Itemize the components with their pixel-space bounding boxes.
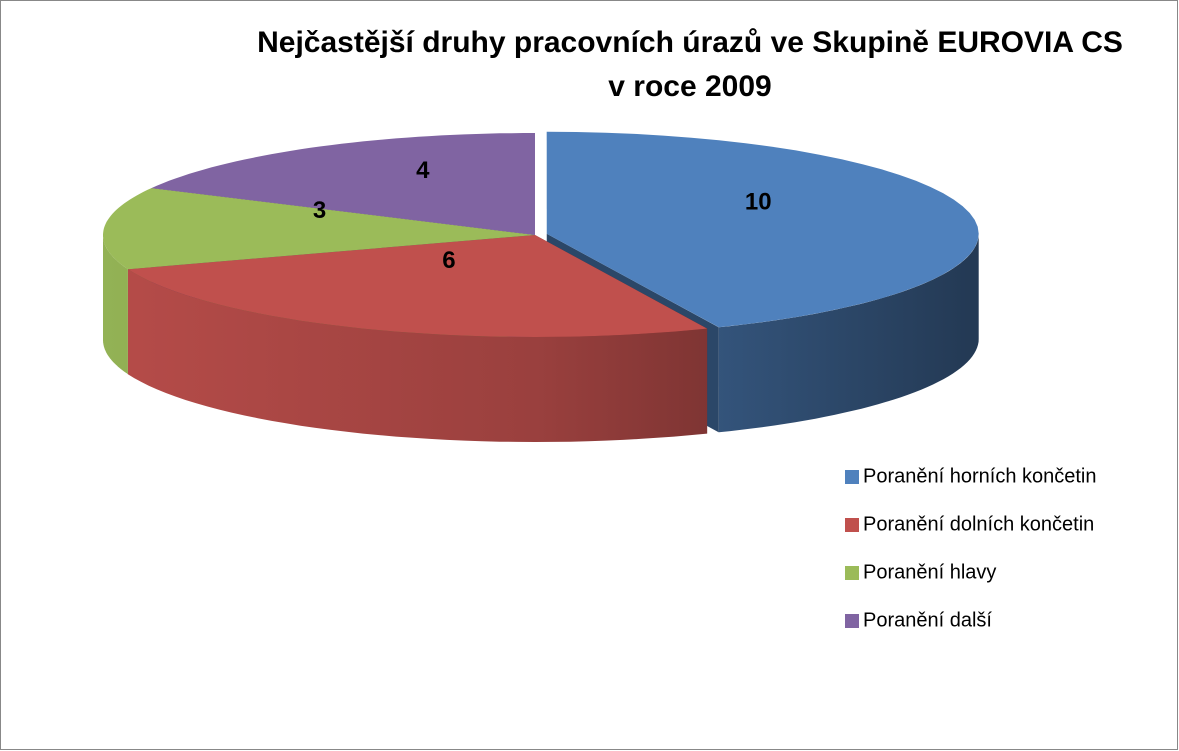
legend-label: Poranění horních končetin [863,465,1097,487]
slice [127,235,708,337]
legend-label: Poranění další [863,609,992,631]
slice [546,131,979,328]
slice-side [103,235,128,375]
slice-side [127,269,708,442]
legend-label: Poranění dolních končetin [863,513,1094,535]
legend-swatch [845,614,859,628]
data-label: 3 [313,197,326,224]
data-label: 10 [745,189,772,216]
chart-title: v roce 2009 [608,70,771,103]
data-label: 4 [416,157,430,184]
legend-label: Poranění hlavy [863,561,996,583]
slice-side [718,233,979,433]
slice [103,188,535,270]
chart-title: Nejčastější druhy pracovních úrazů ve Sk… [257,26,1123,59]
legend-swatch [845,566,859,580]
data-label: 6 [442,247,455,274]
slice [151,133,535,235]
legend-swatch [845,470,859,484]
legend-swatch [845,518,859,532]
